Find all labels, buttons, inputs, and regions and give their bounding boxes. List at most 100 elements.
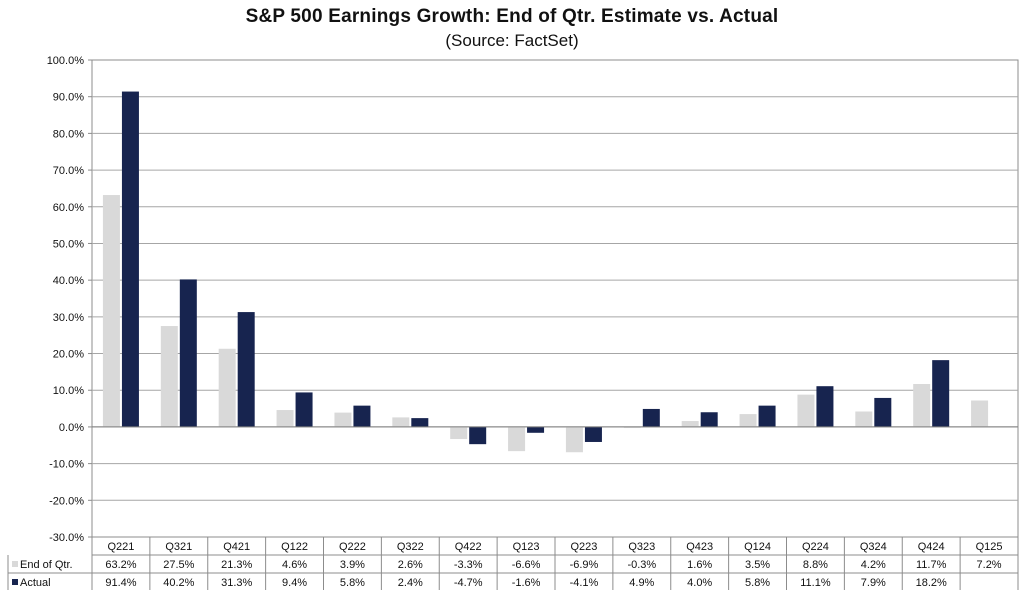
data-label-actual: 11.1%: [800, 577, 831, 589]
data-label-estimate: 2.6%: [398, 559, 423, 571]
y-tick-label: 70.0%: [53, 165, 84, 177]
x-category-label: Q224: [802, 541, 829, 553]
actual-bar: [469, 426, 487, 445]
data-label-actual: 9.4%: [282, 577, 307, 589]
estimate-bar: [334, 412, 352, 427]
y-tick-label: 100.0%: [47, 55, 85, 67]
data-label-estimate: 7.2%: [977, 559, 1002, 571]
data-label-estimate: -3.3%: [454, 559, 483, 571]
y-tick-label: -30.0%: [49, 532, 84, 544]
data-label-actual: 31.3%: [221, 577, 252, 589]
x-category-label: Q423: [686, 541, 713, 553]
x-category-label: Q122: [281, 541, 308, 553]
y-tick-label: 20.0%: [53, 349, 84, 361]
estimate-bar: [508, 426, 526, 452]
y-tick-label: 60.0%: [53, 202, 84, 214]
data-label-estimate: 27.5%: [163, 559, 194, 571]
y-tick-label: 30.0%: [53, 312, 84, 324]
data-label-estimate: 1.6%: [687, 559, 712, 571]
x-category-label: Q321: [165, 541, 192, 553]
data-label-estimate: 4.2%: [861, 559, 886, 571]
actual-bar: [642, 408, 660, 427]
x-category-label: Q125: [976, 541, 1003, 553]
actual-bar: [353, 405, 371, 427]
data-label-actual: 4.9%: [629, 577, 654, 589]
x-category-label: Q223: [570, 541, 597, 553]
data-label-actual: 7.9%: [861, 577, 886, 589]
y-tick-label: 50.0%: [53, 238, 84, 250]
actual-bar: [121, 91, 139, 427]
actual-bar: [411, 418, 429, 427]
data-label-estimate: 11.7%: [916, 559, 947, 571]
data-label-estimate: -0.3%: [627, 559, 656, 571]
estimate-bar: [913, 383, 931, 427]
data-label-estimate: -6.6%: [512, 559, 541, 571]
actual-bar: [874, 397, 892, 427]
data-label-actual: 40.2%: [163, 577, 194, 589]
x-category-label: Q324: [860, 541, 887, 553]
x-category-label: Q422: [455, 541, 482, 553]
chart-subtitle: (Source: FactSet): [445, 31, 579, 50]
actual-bar: [584, 426, 602, 442]
estimate-bar: [565, 426, 583, 453]
estimate-bar: [971, 400, 989, 427]
estimate-bar: [102, 195, 120, 427]
data-label-actual: -4.7%: [454, 577, 483, 589]
actual-bar: [700, 412, 718, 427]
data-label-actual: 5.8%: [745, 577, 770, 589]
x-category-label: Q222: [339, 541, 366, 553]
x-category-label: Q323: [628, 541, 655, 553]
x-category-label: Q124: [744, 541, 771, 553]
data-label-actual: 91.4%: [105, 577, 136, 589]
actual-bar: [527, 426, 545, 433]
estimate-bar: [160, 326, 178, 427]
legend-label-estimate: End of Qtr.: [20, 559, 73, 571]
y-tick-label: -20.0%: [49, 495, 84, 507]
data-label-estimate: 8.8%: [803, 559, 828, 571]
data-label-estimate: 3.5%: [745, 559, 770, 571]
actual-bar: [237, 312, 255, 427]
actual-bar: [295, 392, 313, 427]
data-label-estimate: 21.3%: [221, 559, 252, 571]
actual-bar: [816, 386, 834, 427]
actual-bar: [758, 405, 776, 427]
y-tick-label: 40.0%: [53, 275, 84, 287]
estimate-bar: [218, 348, 236, 427]
actual-bar: [932, 360, 950, 427]
data-label-actual: 4.0%: [687, 577, 712, 589]
y-tick-label: -10.0%: [49, 459, 84, 471]
y-tick-label: 90.0%: [53, 92, 84, 104]
data-label-actual: -1.6%: [512, 577, 541, 589]
estimate-bar: [450, 426, 468, 440]
estimate-bar: [797, 394, 815, 427]
estimate-bar: [855, 411, 873, 427]
chart-title: S&P 500 Earnings Growth: End of Qtr. Est…: [245, 6, 779, 27]
x-category-label: Q424: [918, 541, 945, 553]
estimate-bar: [623, 426, 641, 429]
y-tick-label: 80.0%: [53, 128, 84, 140]
actual-bar: [179, 279, 197, 427]
estimate-bar: [392, 417, 410, 427]
x-category-label: Q221: [107, 541, 134, 553]
data-label-actual: 2.4%: [398, 577, 423, 589]
x-category-label: Q421: [223, 541, 250, 553]
y-tick-label: 0.0%: [59, 422, 84, 434]
legend-key-actual: [12, 579, 18, 585]
data-label-actual: 5.8%: [340, 577, 365, 589]
data-label-actual: -4.1%: [570, 577, 599, 589]
x-category-label: Q322: [397, 541, 424, 553]
x-category-label: Q123: [513, 541, 540, 553]
data-label-estimate: -6.9%: [570, 559, 599, 571]
data-label-estimate: 3.9%: [340, 559, 365, 571]
estimate-bar: [276, 410, 294, 427]
legend-label-actual: Actual: [20, 577, 51, 589]
data-label-actual: 18.2%: [916, 577, 947, 589]
estimate-bar: [739, 414, 757, 427]
data-label-estimate: 4.6%: [282, 559, 307, 571]
data-label-estimate: 63.2%: [105, 559, 136, 571]
estimate-bar: [681, 421, 699, 427]
y-tick-label: 10.0%: [53, 385, 84, 397]
plot-frame: [91, 59, 1019, 538]
legend-key-estimate: [12, 561, 18, 567]
